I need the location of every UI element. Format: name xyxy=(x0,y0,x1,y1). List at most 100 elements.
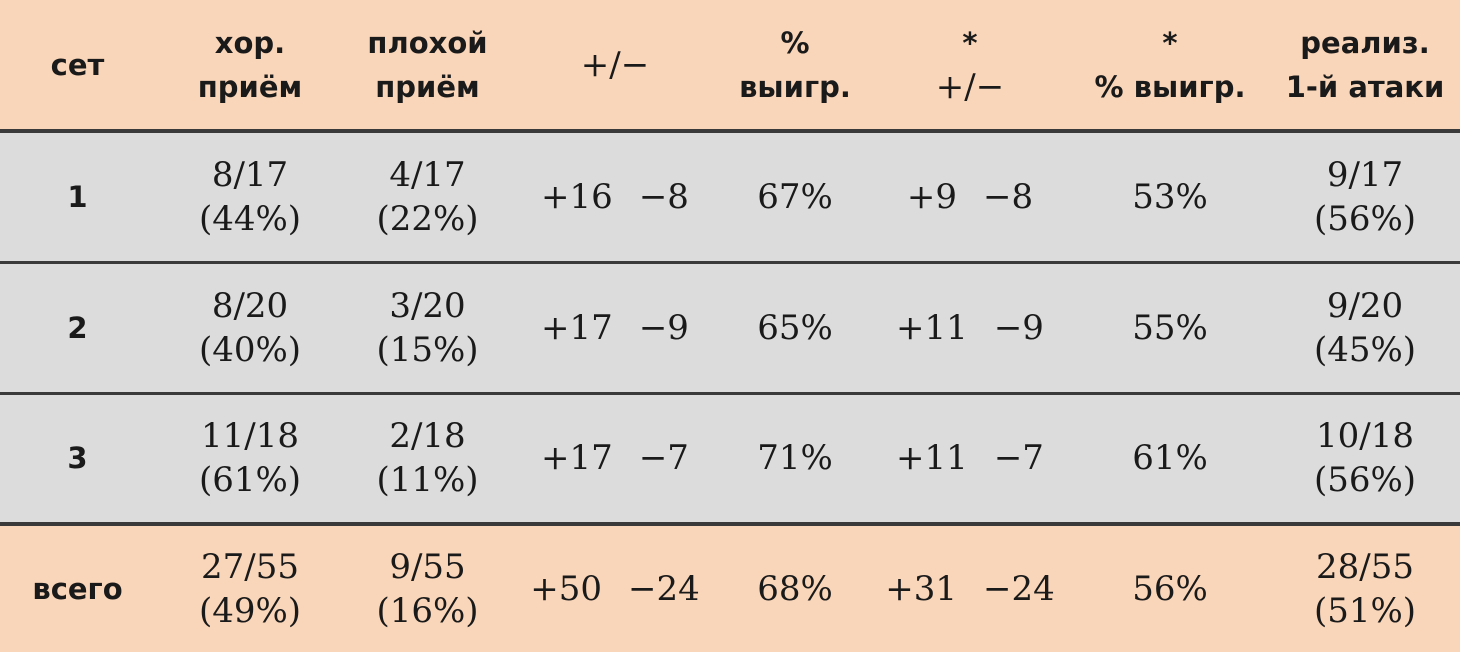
good-reception-cell: 8/20 (40%) xyxy=(155,260,345,393)
star-win-percent-cell: 55% xyxy=(1070,260,1270,393)
table-row: 3 11/18 (61%) 2/18 (11%) +17 −7 71% +11 −7 6… xyxy=(0,391,1460,524)
header-win-percent: % выигр. xyxy=(720,0,870,131)
bad-reception-cell: 4/17 (22%) xyxy=(345,129,510,262)
cell-value: 9/17 xyxy=(1326,154,1404,195)
first-attack-cell: 28/55 (51%) xyxy=(1270,522,1460,652)
set-label: 2 xyxy=(0,260,155,393)
minus-value: −7 xyxy=(638,438,689,479)
header-text: * xyxy=(1162,25,1178,60)
star-plus-minus-cell: +31 −24 xyxy=(870,522,1070,652)
first-attack-cell: 10/18 (56%) xyxy=(1270,391,1460,524)
cell-percent: (15%) xyxy=(376,329,479,370)
bad-reception-cell: 3/20 (15%) xyxy=(345,260,510,393)
table-row: 2 8/20 (40%) 3/20 (15%) +17 −9 65% +11 −9 55… xyxy=(0,260,1460,393)
good-reception-cell: 11/18 (61%) xyxy=(155,391,345,524)
minus-value: −24 xyxy=(983,569,1055,609)
bad-reception-cell: 2/18 (11%) xyxy=(345,391,510,524)
set-label: 3 xyxy=(0,391,155,524)
cell-value: 9/55 xyxy=(389,547,466,587)
win-percent-cell: 68% xyxy=(720,522,870,652)
cell-value: 2/18 xyxy=(389,416,466,457)
win-percent-cell: 71% xyxy=(720,391,870,524)
cell-percent: (61%) xyxy=(198,460,302,501)
header-text: хор. xyxy=(214,25,286,60)
header-text: * xyxy=(962,25,978,60)
cell-value: 9/20 xyxy=(1326,285,1404,326)
win-percent-cell: 67% xyxy=(720,129,870,262)
good-reception-cell: 8/17 (44%) xyxy=(155,129,345,262)
cell-value: 8/20 xyxy=(211,285,289,326)
plus-value: +31 xyxy=(885,569,957,609)
plus-value: +17 xyxy=(541,307,613,348)
cell-value: 27/55 xyxy=(201,547,299,587)
total-row: всего 27/55 (49%) 9/55 (16%) +50 −24 68% +3… xyxy=(0,522,1460,652)
header-bad-reception: плохой приём xyxy=(345,0,510,131)
bad-reception-cell: 9/55 (16%) xyxy=(345,522,510,652)
header-row: сет хор. приём плохой приём +/− % выигр. * +… xyxy=(0,0,1460,131)
plus-minus-cell: +50 −24 xyxy=(510,522,720,652)
minus-value: −24 xyxy=(628,569,700,609)
star-win-percent-cell: 53% xyxy=(1070,129,1270,262)
cell-percent: (49%) xyxy=(198,591,302,631)
header-text: приём xyxy=(197,69,303,104)
header-good-reception: хор. приём xyxy=(155,0,345,131)
plus-value: +11 xyxy=(896,307,968,348)
cell-value: 4/17 xyxy=(389,154,466,195)
plus-minus-cell: +17 −7 xyxy=(510,391,720,524)
cell-percent: (56%) xyxy=(1313,198,1417,239)
header-text: +/− xyxy=(580,44,650,85)
plus-value: +9 xyxy=(906,176,957,217)
plus-value: +50 xyxy=(530,569,602,609)
header-text: плохой xyxy=(367,25,488,60)
header-first-attack: реализ. 1-й атаки xyxy=(1270,0,1460,131)
header-text: 1-й атаки xyxy=(1285,69,1445,104)
header-text: % xyxy=(780,25,810,60)
star-plus-minus-cell: +11 −7 xyxy=(870,391,1070,524)
minus-value: −7 xyxy=(993,438,1044,479)
cell-percent: (44%) xyxy=(198,198,302,239)
good-reception-cell: 27/55 (49%) xyxy=(155,522,345,652)
header-text: приём xyxy=(375,69,480,104)
cell-percent: (11%) xyxy=(376,460,479,501)
cell-value: 3/20 xyxy=(389,285,466,326)
cell-value: 10/18 xyxy=(1316,416,1414,457)
cell-percent: (16%) xyxy=(376,591,479,631)
plus-value: +17 xyxy=(541,438,613,479)
header-star-win-percent: * % выигр. xyxy=(1070,0,1270,131)
win-percent-cell: 65% xyxy=(720,260,870,393)
cell-value: 28/55 xyxy=(1316,547,1414,587)
star-win-percent-cell: 61% xyxy=(1070,391,1270,524)
first-attack-cell: 9/17 (56%) xyxy=(1270,129,1460,262)
header-text: +/− xyxy=(935,66,1005,107)
minus-value: −9 xyxy=(993,307,1044,348)
cell-percent: (22%) xyxy=(376,198,479,239)
plus-minus-cell: +17 −9 xyxy=(510,260,720,393)
cell-percent: (40%) xyxy=(198,329,302,370)
cell-percent: (51%) xyxy=(1313,591,1417,631)
first-attack-cell: 9/20 (45%) xyxy=(1270,260,1460,393)
header-set: сет xyxy=(0,0,155,131)
header-plus-minus: +/− xyxy=(510,0,720,131)
star-plus-minus-cell: +11 −9 xyxy=(870,260,1070,393)
header-text: выигр. xyxy=(739,69,851,104)
cell-value: 11/18 xyxy=(201,416,299,457)
table-row: 1 8/17 (44%) 4/17 (22%) +16 −8 67% +9 −8 53%… xyxy=(0,129,1460,262)
header-text: сет xyxy=(50,47,105,82)
set-label: 1 xyxy=(0,129,155,262)
cell-value: 8/17 xyxy=(211,154,289,195)
header-text: реализ. xyxy=(1300,25,1430,60)
cell-percent: (45%) xyxy=(1313,329,1417,370)
header-text: % выигр. xyxy=(1094,69,1246,104)
plus-minus-cell: +16 −8 xyxy=(510,129,720,262)
minus-value: −8 xyxy=(983,176,1034,217)
minus-value: −9 xyxy=(638,307,689,348)
minus-value: −8 xyxy=(638,176,689,217)
star-win-percent-cell: 56% xyxy=(1070,522,1270,652)
cell-percent: (56%) xyxy=(1313,460,1417,501)
total-label: всего xyxy=(0,522,155,652)
header-star-plus-minus: * +/− xyxy=(870,0,1070,131)
plus-value: +11 xyxy=(896,438,968,479)
plus-value: +16 xyxy=(541,176,613,217)
star-plus-minus-cell: +9 −8 xyxy=(870,129,1070,262)
